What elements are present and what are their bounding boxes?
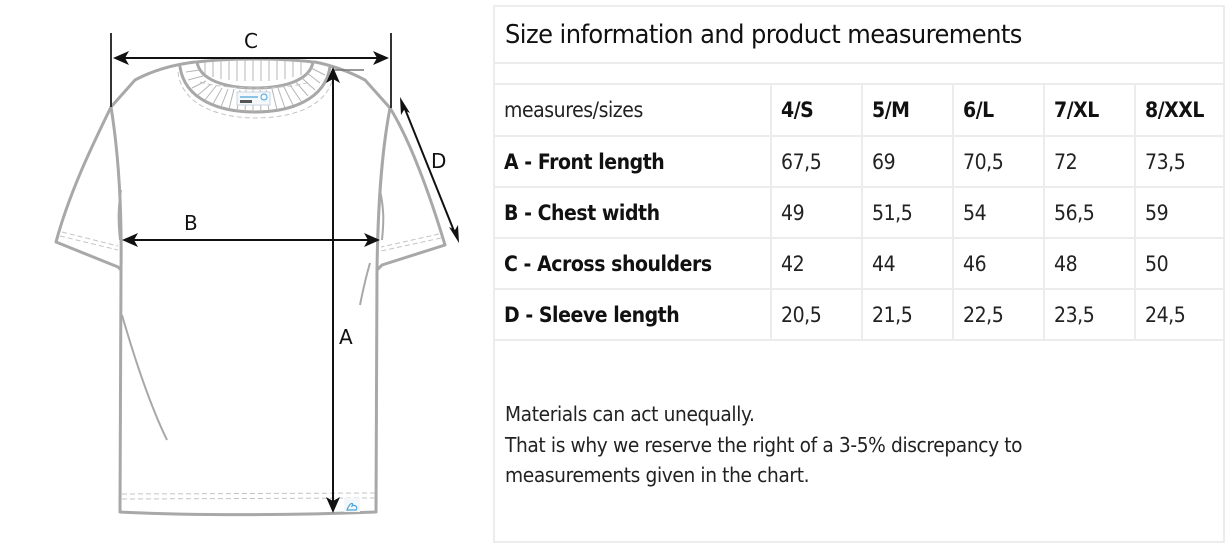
tshirt-illustration: C B A D <box>54 29 459 517</box>
dimension-label-b: B <box>184 211 198 235</box>
row-label-sleeve-length: D - Sleeve length <box>495 289 772 341</box>
dimension-label-d: D <box>431 149 446 173</box>
spacer-row <box>495 64 1223 85</box>
table-cell: 56,5 <box>1044 187 1136 239</box>
table-cell: 54 <box>953 187 1045 239</box>
table-cell: 48 <box>1044 238 1136 290</box>
size-header-5m: 5/M <box>862 85 954 137</box>
table-row: D - Sleeve length 20,5 21,5 22,5 23,5 24… <box>495 289 1225 341</box>
row-label-front-length: A - Front length <box>495 136 772 188</box>
table-cell: 22,5 <box>953 289 1045 341</box>
note-line-1: Materials can act unequally. <box>505 402 755 426</box>
table-cell: 73,5 <box>1135 136 1225 188</box>
discrepancy-note: Materials can act unequally. That is why… <box>505 399 1205 491</box>
table-cell: 51,5 <box>862 187 954 239</box>
table-cell: 72 <box>1044 136 1136 188</box>
table-cell: 70,5 <box>953 136 1045 188</box>
size-table: measures/sizes 4/S 5/M 6/L 7/XL 8/XXL A … <box>495 85 1225 341</box>
note-line-2: That is why we reserve the right of a 3-… <box>505 432 1023 457</box>
table-row: C - Across shoulders 42 44 46 48 50 <box>495 238 1225 290</box>
tshirt-measurement-diagram: C B A D <box>0 0 490 545</box>
size-info-panel: Size information and product measurement… <box>493 5 1225 543</box>
table-cell: 24,5 <box>1135 289 1225 341</box>
table-cell: 59 <box>1135 187 1225 239</box>
panel-title: Size information and product measurement… <box>505 19 1022 50</box>
dimension-label-a: A <box>339 325 353 349</box>
table-cell: 46 <box>953 238 1045 290</box>
table-cell: 50 <box>1135 238 1225 290</box>
measures-sizes-header: measures/sizes <box>495 85 772 137</box>
size-header-7xl: 7/XL <box>1044 85 1136 137</box>
table-row: B - Chest width 49 51,5 54 56,5 59 <box>495 187 1225 239</box>
table-cell: 21,5 <box>862 289 954 341</box>
dimension-label-c: C <box>244 29 258 53</box>
row-label-across-shoulders: C - Across shoulders <box>495 238 772 290</box>
note-line-3: measurements given in the chart. <box>505 463 810 487</box>
neck-tag-icon <box>236 91 271 106</box>
table-cell: 42 <box>771 238 863 290</box>
panel-title-row: Size information and product measurement… <box>495 7 1223 64</box>
table-cell: 69 <box>862 136 954 188</box>
size-header-4s: 4/S <box>771 85 863 137</box>
table-cell: 23,5 <box>1044 289 1136 341</box>
table-cell: 44 <box>862 238 954 290</box>
table-row: A - Front length 67,5 69 70,5 72 73,5 <box>495 136 1225 188</box>
size-header-8xxl: 8/XXL <box>1135 85 1225 137</box>
table-cell: 67,5 <box>771 136 863 188</box>
size-header-6l: 6/L <box>953 85 1045 137</box>
row-label-chest-width: B - Chest width <box>495 187 772 239</box>
size-header-row: measures/sizes 4/S 5/M 6/L 7/XL 8/XXL <box>495 85 1225 137</box>
hem-logo-icon <box>344 498 360 512</box>
table-cell: 20,5 <box>771 289 863 341</box>
table-cell: 49 <box>771 187 863 239</box>
